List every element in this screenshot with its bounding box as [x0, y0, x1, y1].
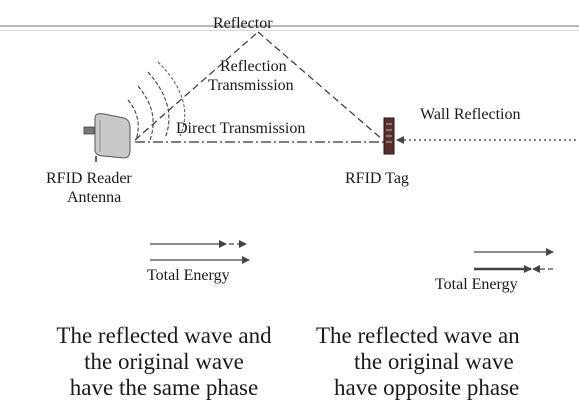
reflector-label: Reflector: [213, 15, 273, 32]
wave-arc-2: [137, 85, 154, 141]
caption-left-line-3: have the same phase: [69, 375, 259, 400]
wall-reflection-label: Wall Reflection: [420, 106, 521, 123]
caption-left: The reflected wave and the original wave…: [0, 323, 328, 401]
total-energy-right-label: Total Energy: [435, 276, 518, 293]
top-bar: [0, 0, 579, 26]
top-border-secondary: [0, 30, 579, 31]
caption-left-line-1: The reflected wave and: [56, 323, 272, 348]
caption-left-line-2: the original wave: [84, 349, 244, 374]
total-energy-left-label: Total Energy: [147, 267, 230, 284]
rfid-tag-icon: [383, 117, 395, 155]
transmission-label: Transmission: [208, 77, 294, 94]
wave-arc-3: [147, 71, 170, 139]
wave-arc-1: [127, 99, 139, 141]
reflection-path-down: [257, 31, 384, 141]
caption-right-line-3: have opposite phase: [334, 375, 520, 400]
antenna-label: Antenna: [67, 189, 122, 206]
top-border: [0, 25, 579, 27]
reflection-path-up: [134, 31, 259, 141]
rfid-reader-label: RFID Reader: [46, 170, 132, 187]
wave-arc-4: [157, 61, 186, 137]
caption-right-line-2: the original wave: [354, 349, 514, 374]
rfid-reader-antenna-icon: [83, 113, 131, 162]
caption-right: The reflected wave an the original wave …: [312, 323, 579, 401]
caption-right-line-1: The reflected wave an: [316, 323, 520, 348]
rfid-tag-label: RFID Tag: [345, 170, 409, 187]
reflection-label: Reflection: [220, 58, 287, 75]
direct-transmission-label: Direct Transmission: [176, 120, 306, 137]
